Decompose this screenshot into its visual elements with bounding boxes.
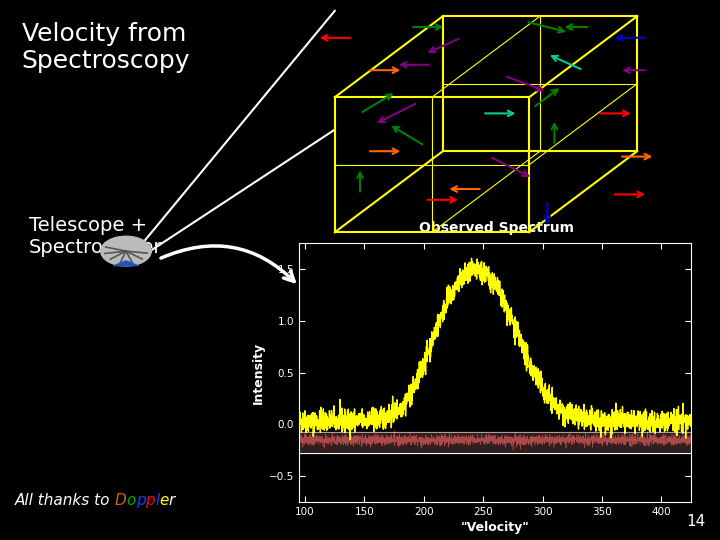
Text: 14: 14 <box>686 514 706 529</box>
Text: All thanks to: All thanks to <box>14 492 114 508</box>
Text: o: o <box>127 492 136 508</box>
Text: p: p <box>136 492 145 508</box>
Text: p: p <box>145 492 155 508</box>
Text: Observed Spectrum: Observed Spectrum <box>419 221 575 235</box>
Text: l: l <box>155 492 159 508</box>
Text: D: D <box>114 492 127 508</box>
Text: Telescope +
Spectrometer: Telescope + Spectrometer <box>29 216 162 257</box>
X-axis label: "Velocity": "Velocity" <box>461 521 529 534</box>
Text: r: r <box>168 492 175 508</box>
Text: Velocity from
Spectroscopy: Velocity from Spectroscopy <box>22 22 190 73</box>
Y-axis label: Intensity: Intensity <box>251 341 264 404</box>
Text: e: e <box>159 492 168 508</box>
